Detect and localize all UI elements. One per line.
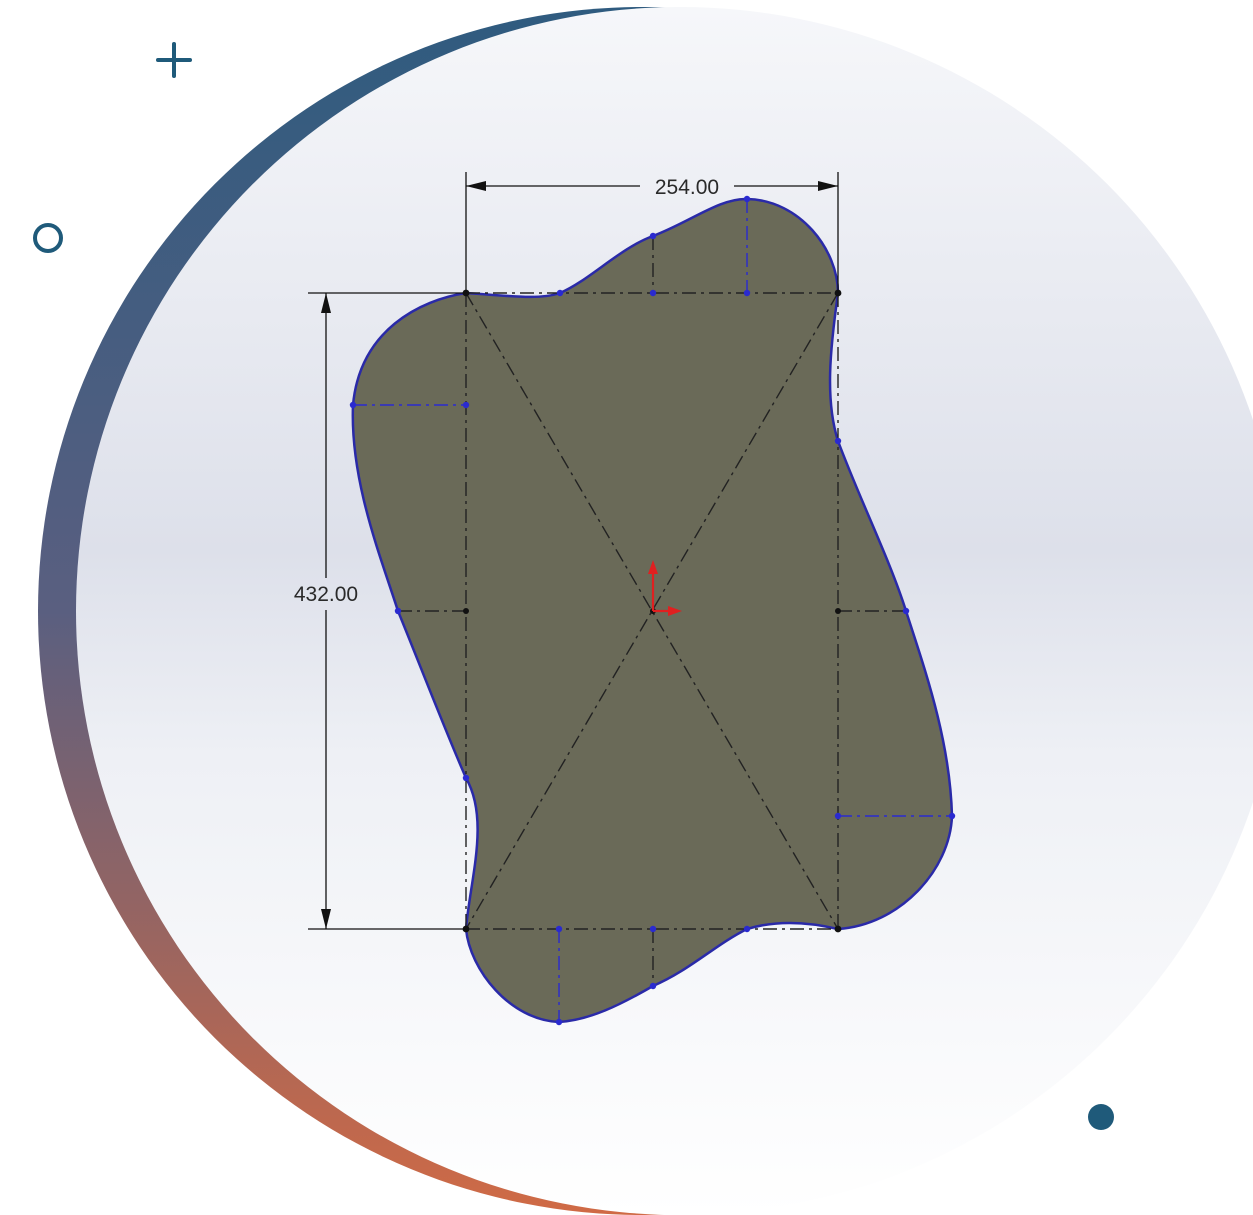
height-dimension-label[interactable]: 432.00: [294, 583, 358, 606]
width-dimension-label[interactable]: 254.00: [655, 176, 719, 199]
width-dimension: [465, 172, 839, 293]
spline-points: [349, 195, 956, 1026]
plus-icon: [156, 42, 192, 78]
origin-axes-icon: [648, 560, 682, 616]
spline-handles: [353, 199, 952, 1022]
circle-outline-icon: [33, 223, 63, 253]
height-dimension: [308, 292, 466, 930]
filled-dot-icon: [1088, 1104, 1114, 1130]
